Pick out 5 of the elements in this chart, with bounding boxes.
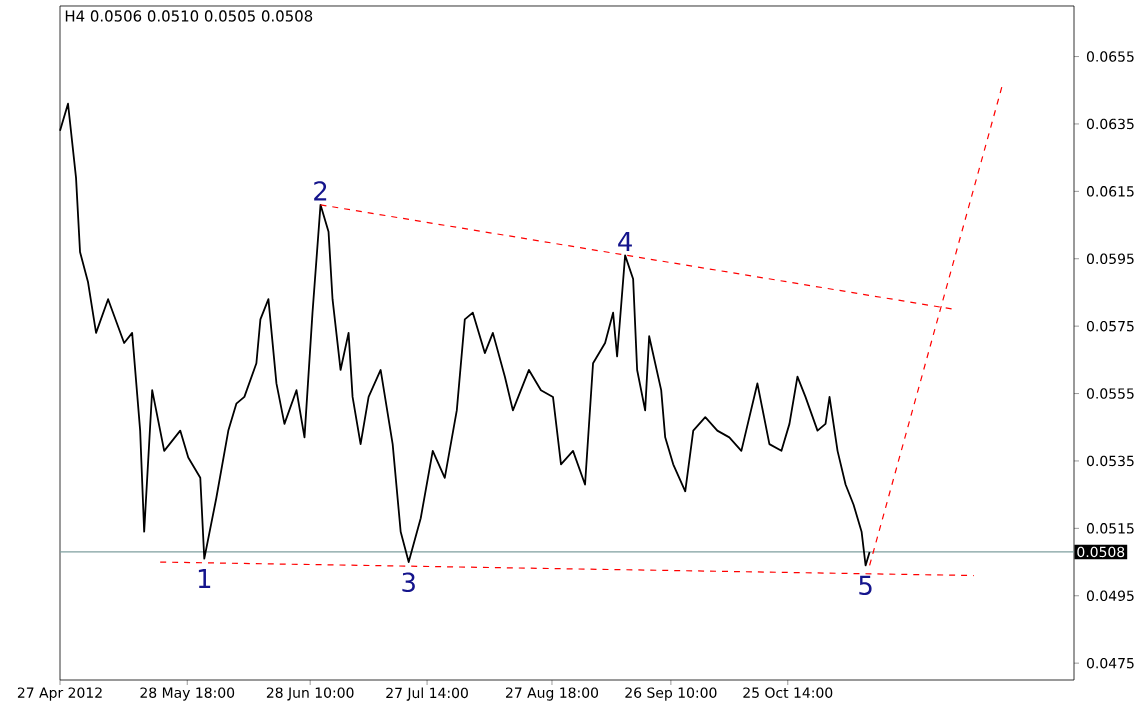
annotation: 4 xyxy=(618,232,632,251)
annotation: 1 xyxy=(198,569,211,588)
annotation: 2 xyxy=(314,181,327,201)
annotation: 5 xyxy=(859,575,872,596)
annotation: 3 xyxy=(402,572,415,593)
